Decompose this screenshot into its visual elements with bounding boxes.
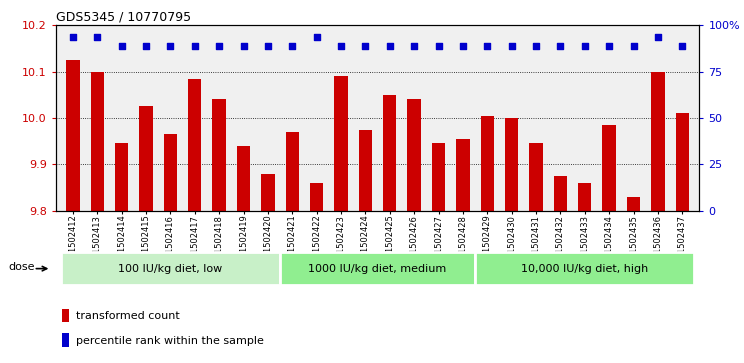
Bar	[651, 72, 664, 211]
Point	[214, 43, 225, 49]
Bar	[310, 183, 324, 211]
Text: 1000 IU/kg diet, medium: 1000 IU/kg diet, medium	[309, 264, 446, 274]
FancyBboxPatch shape	[475, 252, 694, 285]
Text: percentile rank within the sample: percentile rank within the sample	[76, 336, 263, 346]
Bar	[481, 116, 494, 211]
Text: 100 IU/kg diet, low: 100 IU/kg diet, low	[118, 264, 222, 274]
Point	[335, 43, 347, 49]
Bar	[188, 79, 202, 211]
Text: 10,000 IU/kg diet, high: 10,000 IU/kg diet, high	[521, 264, 649, 274]
Bar	[676, 113, 689, 211]
Bar	[62, 309, 69, 322]
Point	[432, 43, 444, 49]
Bar	[334, 76, 347, 211]
Bar	[359, 130, 372, 211]
Text: transformed count: transformed count	[76, 311, 179, 321]
Point	[286, 43, 298, 49]
Bar	[213, 99, 226, 211]
Point	[262, 43, 274, 49]
Point	[676, 43, 688, 49]
Bar	[139, 106, 153, 211]
Bar	[261, 174, 275, 211]
Point	[67, 34, 79, 40]
Point	[140, 43, 152, 49]
Point	[628, 43, 640, 49]
Bar	[62, 334, 69, 347]
Bar	[554, 176, 567, 211]
Point	[554, 43, 566, 49]
FancyBboxPatch shape	[280, 252, 475, 285]
Bar	[456, 139, 469, 211]
Point	[530, 43, 542, 49]
Bar	[383, 95, 397, 211]
Bar	[408, 99, 421, 211]
Bar	[164, 134, 177, 211]
Bar	[91, 72, 104, 211]
Point	[408, 43, 420, 49]
Point	[189, 43, 201, 49]
Point	[359, 43, 371, 49]
Point	[311, 34, 323, 40]
Bar	[286, 132, 299, 211]
Point	[115, 43, 127, 49]
Text: GDS5345 / 10770795: GDS5345 / 10770795	[56, 11, 191, 24]
FancyBboxPatch shape	[61, 252, 280, 285]
Bar	[578, 183, 591, 211]
Point	[92, 34, 103, 40]
Point	[652, 34, 664, 40]
Point	[579, 43, 591, 49]
Bar	[237, 146, 250, 211]
Point	[164, 43, 176, 49]
Text: dose: dose	[8, 262, 35, 272]
Point	[603, 43, 615, 49]
Point	[384, 43, 396, 49]
Point	[506, 43, 518, 49]
Bar	[627, 197, 641, 211]
Point	[237, 43, 249, 49]
Point	[481, 43, 493, 49]
Point	[457, 43, 469, 49]
Bar	[115, 143, 128, 211]
Bar	[603, 125, 616, 211]
Bar	[432, 143, 445, 211]
Bar	[505, 118, 519, 211]
Bar	[529, 143, 542, 211]
Bar	[66, 60, 80, 211]
